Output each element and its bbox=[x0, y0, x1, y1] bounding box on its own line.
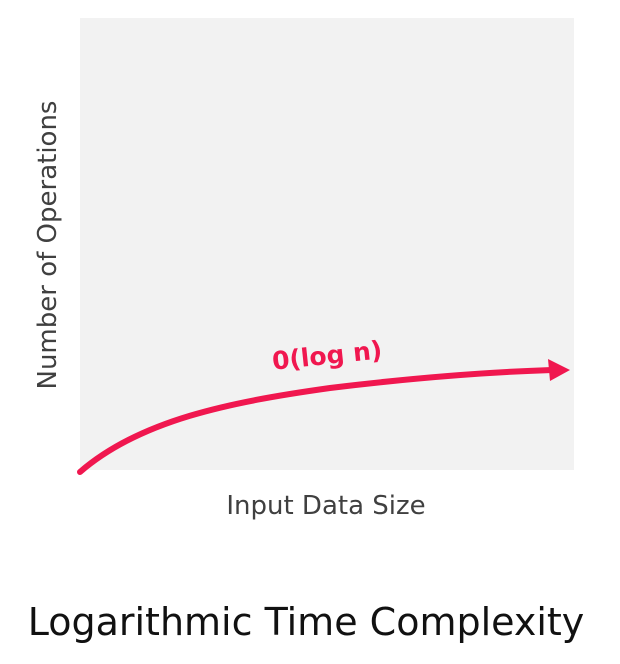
curve-label: 0(log n) bbox=[271, 335, 384, 375]
log-curve bbox=[77, 367, 555, 475]
caption: Logarithmic Time Complexity bbox=[27, 600, 585, 644]
arrow-head-icon bbox=[548, 359, 570, 381]
x-axis-label: Input Data Size bbox=[226, 491, 426, 521]
plot-area bbox=[80, 18, 574, 470]
